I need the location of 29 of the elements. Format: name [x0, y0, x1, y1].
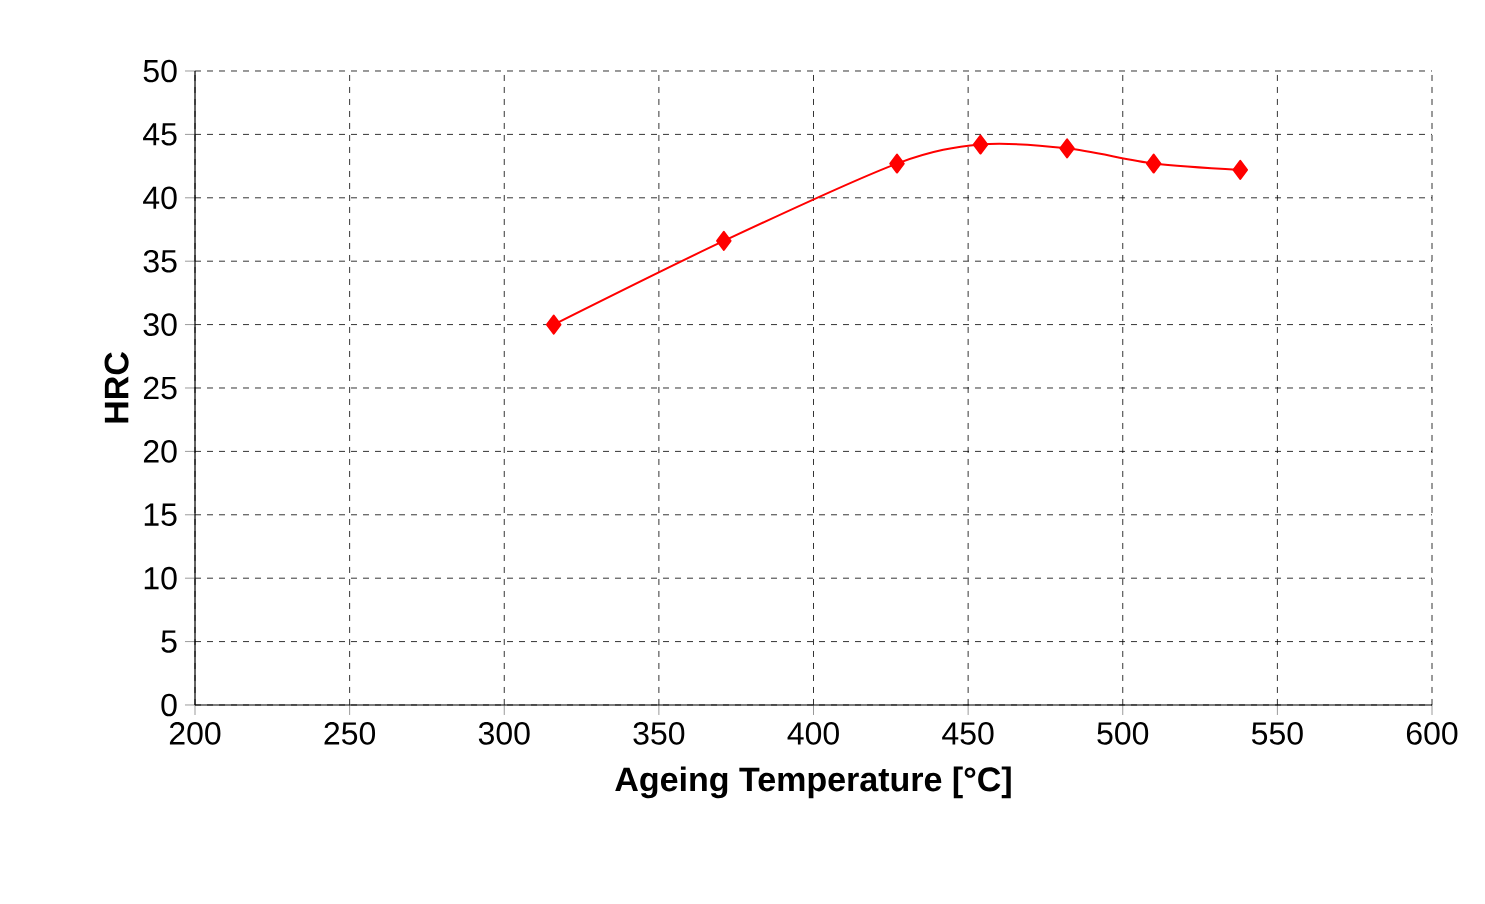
y-tick-label: 30: [143, 313, 177, 336]
x-tick-label: 600: [1406, 722, 1458, 745]
y-tick-label: 25: [143, 376, 177, 400]
y-tick-label: 5: [161, 630, 177, 653]
y-tick-label: 0: [161, 693, 177, 717]
y-tick-label: 50: [143, 59, 177, 83]
x-tick-label: 200: [169, 722, 221, 745]
point: [1059, 138, 1075, 159]
point: [545, 314, 562, 335]
y-tick-label: 35: [143, 249, 177, 273]
x-tick-label: 350: [633, 722, 685, 745]
point: [1145, 153, 1162, 174]
x-tick-label: 450: [942, 722, 994, 745]
point: [716, 230, 732, 251]
y-axis-title: HRC: [104, 352, 129, 423]
y-tick-label: 45: [143, 123, 177, 146]
y-tick-label: 15: [144, 503, 177, 526]
y-tick-label: 40: [143, 186, 177, 210]
x-tick-label: 250: [324, 722, 376, 745]
point: [1232, 159, 1249, 180]
x-axis-title: Ageing Temperature [°C]: [615, 766, 1011, 799]
y-tick-label: 10: [144, 566, 177, 590]
y-tick-label: 20: [143, 440, 177, 463]
x-tick-label: 500: [1097, 722, 1149, 745]
point: [972, 134, 989, 155]
point: [889, 153, 905, 174]
x-tick-label: 550: [1251, 722, 1303, 745]
x-tick-label: 300: [478, 722, 530, 745]
x-tick-label: 400: [787, 722, 839, 745]
